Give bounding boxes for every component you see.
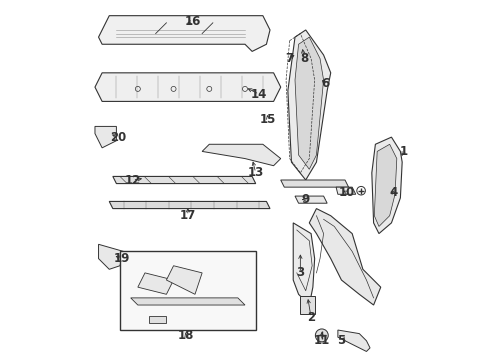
Text: 10: 10 bbox=[339, 186, 355, 199]
Text: 11: 11 bbox=[314, 334, 330, 347]
Polygon shape bbox=[202, 144, 281, 166]
Text: 13: 13 bbox=[247, 166, 264, 179]
Text: 20: 20 bbox=[110, 131, 126, 144]
Polygon shape bbox=[288, 30, 331, 180]
Text: 15: 15 bbox=[260, 113, 276, 126]
Text: 14: 14 bbox=[251, 88, 268, 101]
Polygon shape bbox=[109, 202, 270, 208]
Polygon shape bbox=[390, 182, 398, 194]
Text: 5: 5 bbox=[337, 334, 345, 347]
Polygon shape bbox=[295, 37, 323, 169]
Text: 8: 8 bbox=[300, 52, 308, 65]
Polygon shape bbox=[372, 137, 402, 234]
Polygon shape bbox=[95, 73, 281, 102]
Polygon shape bbox=[138, 273, 173, 294]
Polygon shape bbox=[95, 126, 117, 148]
Polygon shape bbox=[336, 187, 356, 194]
Text: 6: 6 bbox=[321, 77, 329, 90]
Polygon shape bbox=[131, 298, 245, 305]
Polygon shape bbox=[281, 180, 348, 187]
Circle shape bbox=[316, 329, 328, 342]
Polygon shape bbox=[113, 176, 256, 184]
Polygon shape bbox=[309, 208, 381, 305]
Text: 12: 12 bbox=[124, 174, 141, 186]
Text: 16: 16 bbox=[185, 14, 201, 27]
Polygon shape bbox=[293, 223, 315, 305]
Polygon shape bbox=[167, 266, 202, 294]
Text: 4: 4 bbox=[389, 186, 397, 199]
Polygon shape bbox=[338, 330, 370, 351]
Polygon shape bbox=[148, 316, 167, 323]
Polygon shape bbox=[300, 296, 315, 314]
Bar bbox=[120, 251, 256, 330]
Text: 7: 7 bbox=[286, 52, 294, 65]
Text: 1: 1 bbox=[400, 145, 408, 158]
Text: 19: 19 bbox=[114, 252, 130, 265]
Text: 9: 9 bbox=[302, 193, 310, 206]
Text: 17: 17 bbox=[180, 209, 196, 222]
Polygon shape bbox=[295, 196, 327, 203]
Text: 3: 3 bbox=[296, 266, 304, 279]
Polygon shape bbox=[98, 244, 123, 269]
Polygon shape bbox=[98, 16, 270, 51]
Polygon shape bbox=[374, 144, 397, 226]
Text: 2: 2 bbox=[307, 311, 315, 324]
Text: 18: 18 bbox=[178, 329, 194, 342]
